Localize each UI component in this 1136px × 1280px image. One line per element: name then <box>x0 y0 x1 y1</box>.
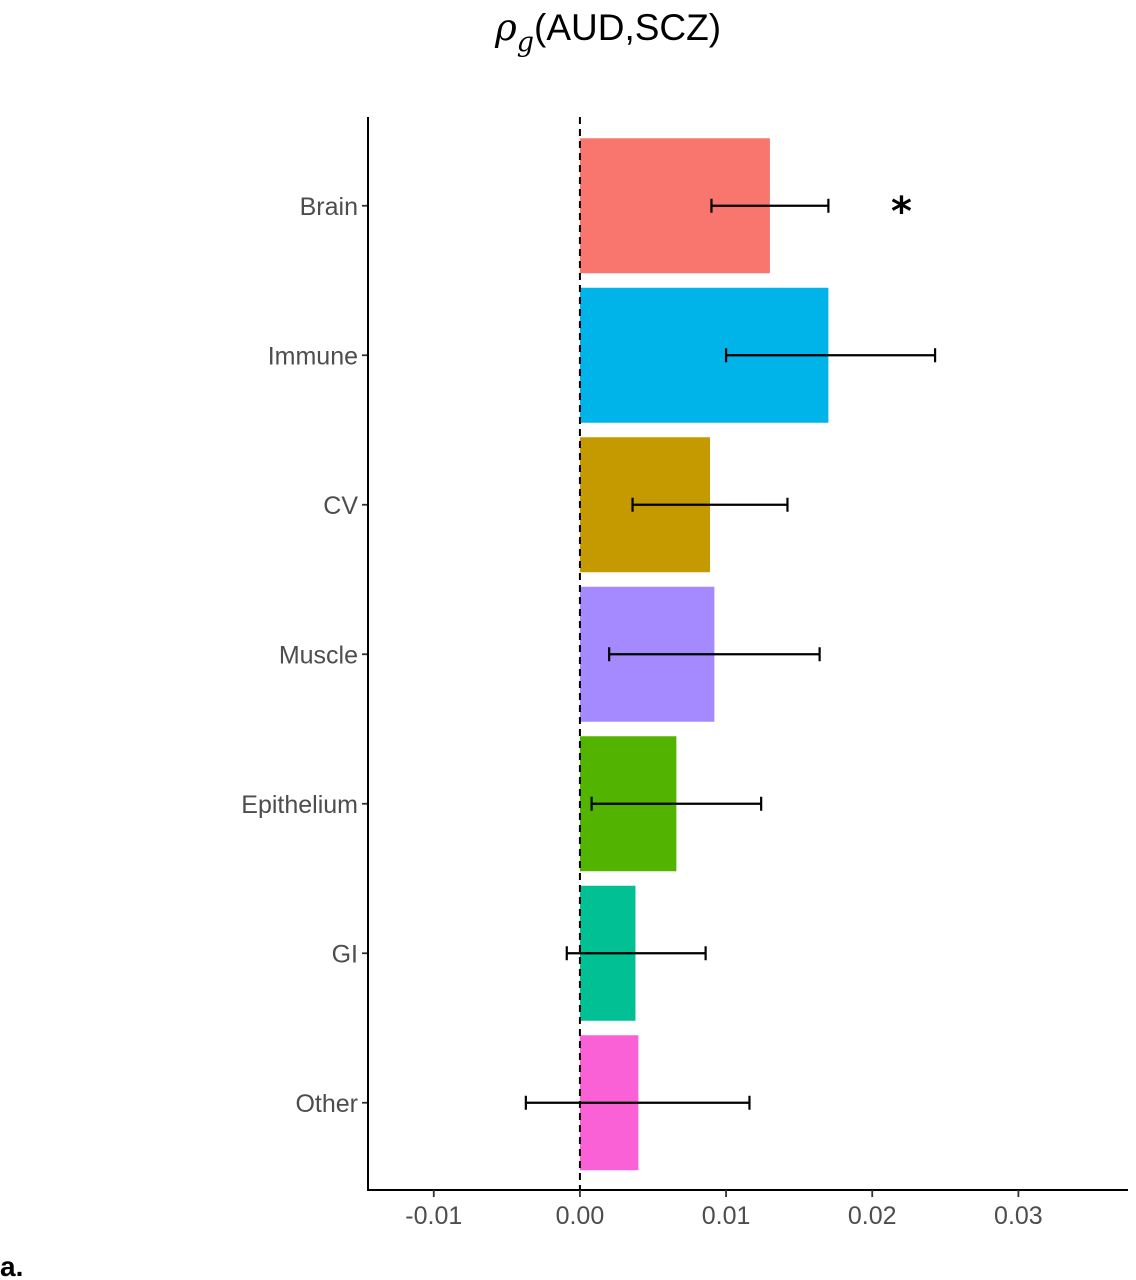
x-tick-label-2: 0.01 <box>702 1202 751 1230</box>
y-tick-label-brain: Brain <box>300 193 358 221</box>
x-tick-label-3: 0.02 <box>848 1202 897 1230</box>
title-args: (AUD,SCZ) <box>534 7 721 48</box>
annotations-layer: * <box>891 189 912 235</box>
panel-label: a. <box>0 1251 23 1280</box>
y-tick-label-immune: Immune <box>268 342 358 370</box>
y-tick-label-other: Other <box>295 1090 358 1118</box>
chart-title: ρg(AUD,SCZ) <box>494 6 721 58</box>
x-tick-label-1: 0.00 <box>556 1202 605 1230</box>
y-tick-label-gi: GI <box>332 940 358 968</box>
x-tick-label-0: -0.01 <box>405 1202 462 1230</box>
errorbars-layer <box>524 198 937 1110</box>
y-tick-label-muscle: Muscle <box>279 641 358 669</box>
axes-layer: Brain Immune CV Muscle Epithelium GI Other -0.0… <box>241 117 1128 1230</box>
y-tick-label-epithelium: Epithelium <box>241 791 358 819</box>
significance-star: * <box>891 189 912 235</box>
y-tick-label-cv: CV <box>323 492 358 520</box>
x-tick-label-4: 0.03 <box>994 1202 1043 1230</box>
title-symbol: ρ <box>494 6 517 49</box>
title-subscript: g <box>517 27 534 58</box>
